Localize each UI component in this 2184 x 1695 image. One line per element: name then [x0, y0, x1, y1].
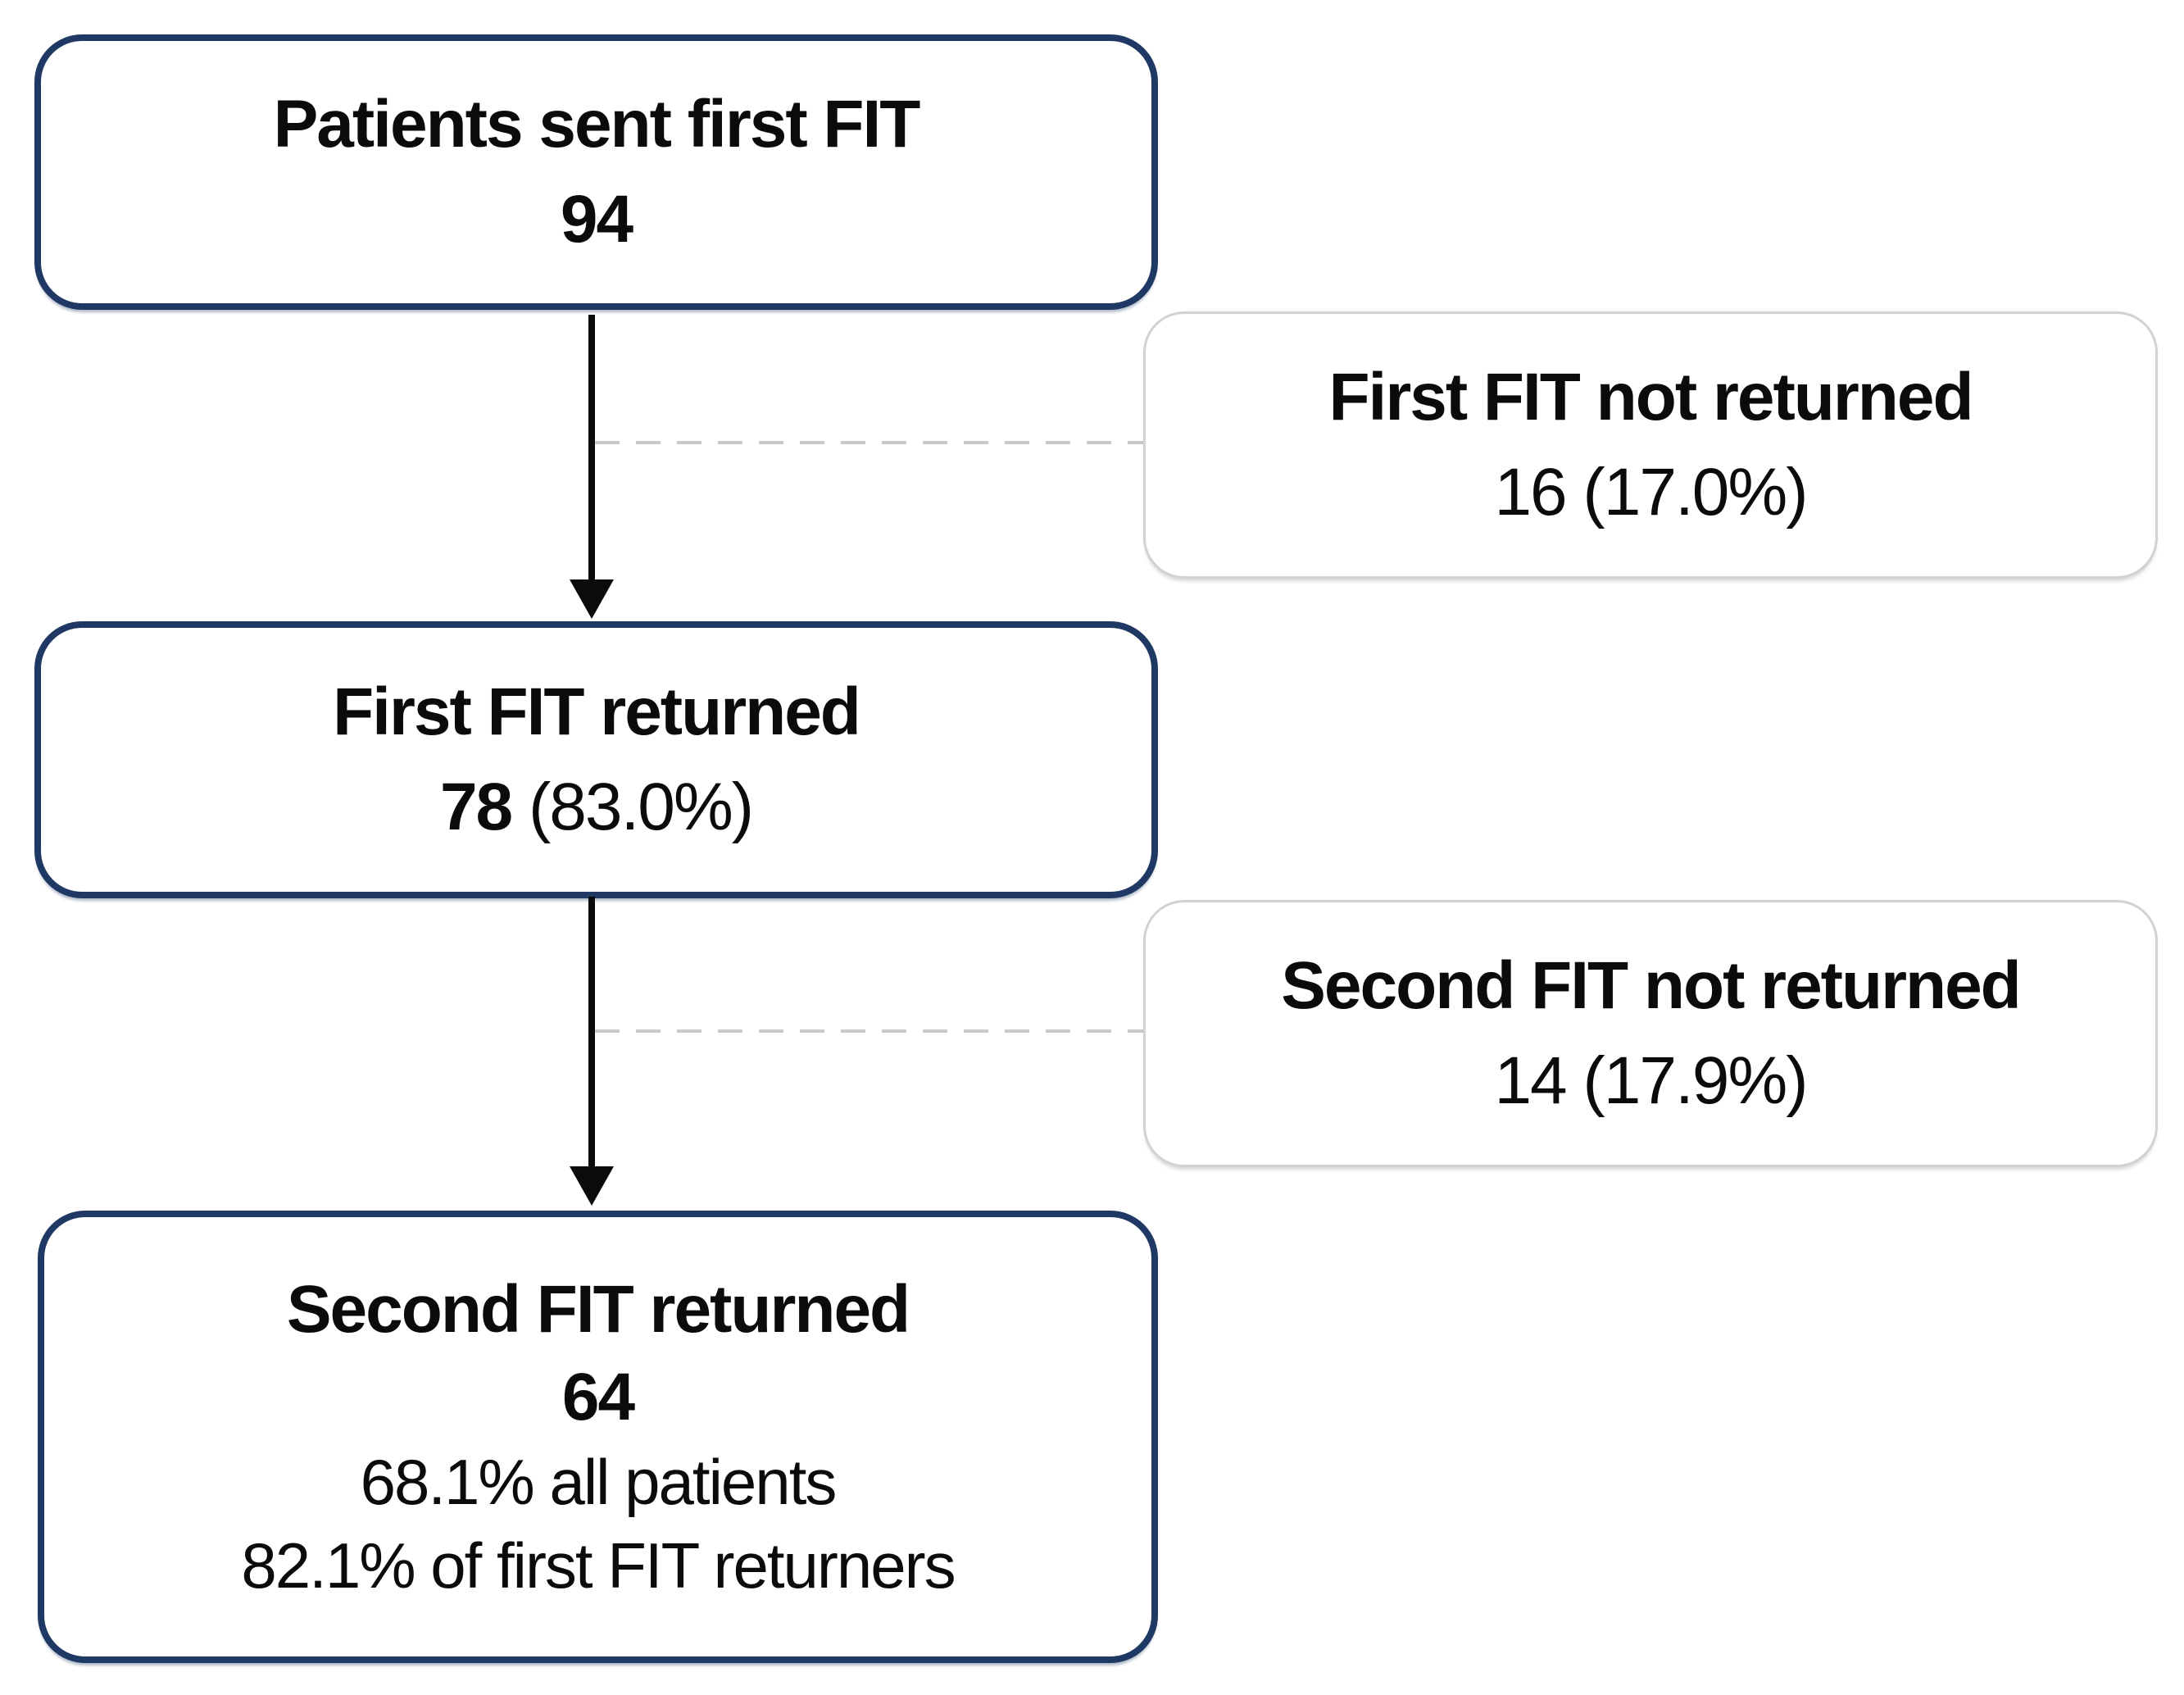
flow-box-first-fit-not-returned: First FIT not returned 16 (17.0%) — [1143, 311, 2158, 579]
box-value-count: 78 — [439, 770, 513, 844]
box-percent-first-returners: 82.1% of first FIT returners — [241, 1529, 956, 1602]
box-value: 16 (17.0%) — [1494, 455, 1808, 529]
dashed-connector-second-not-returned — [595, 1029, 1143, 1033]
dashed-connector-first-not-returned — [595, 441, 1143, 444]
flow-box-second-fit-not-returned: Second FIT not returned 14 (17.9%) — [1143, 900, 2158, 1167]
box-title: First FIT not returned — [1328, 359, 1973, 434]
flow-box-patients-sent-first-fit: Patients sent first FIT 94 — [34, 34, 1158, 310]
box-value: 64 — [561, 1359, 635, 1434]
arrow-down-1-head-icon — [570, 579, 614, 619]
box-percent-all-patients: 68.1% all patients — [360, 1446, 838, 1519]
arrow-down-1 — [588, 315, 595, 582]
box-value: 14 (17.9%) — [1494, 1043, 1808, 1118]
arrow-down-2 — [588, 897, 595, 1169]
box-value: 94 — [560, 182, 633, 257]
box-title: Second FIT returned — [286, 1272, 910, 1347]
box-title: Second FIT not returned — [1281, 947, 2022, 1023]
box-value-percent: (83.0%) — [511, 770, 754, 844]
arrow-down-2-head-icon — [570, 1166, 614, 1206]
box-title: Patients sent first FIT — [273, 86, 921, 161]
box-title: First FIT returned — [333, 674, 861, 749]
box-value: 78 (83.0%) — [439, 760, 754, 855]
flow-box-first-fit-returned: First FIT returned 78 (83.0%) — [34, 621, 1158, 898]
flow-box-second-fit-returned: Second FIT returned 64 68.1% all patient… — [38, 1211, 1158, 1663]
